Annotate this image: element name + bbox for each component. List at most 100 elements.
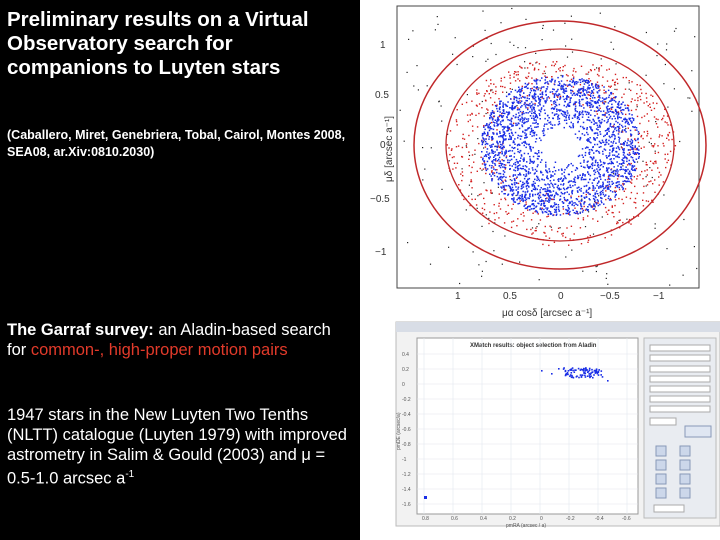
tool-icon[interactable] <box>679 473 691 485</box>
control-button[interactable] <box>684 425 712 438</box>
scatter-point <box>603 86 605 88</box>
scatter-point <box>621 186 623 188</box>
scatter-point <box>515 194 517 197</box>
control-dropdown[interactable] <box>653 504 685 513</box>
scatter-point <box>579 125 582 128</box>
scatter-point <box>583 201 586 203</box>
scatter-point <box>640 134 643 137</box>
scatter-point <box>449 153 451 156</box>
scatter-point <box>573 83 576 86</box>
scatter-point <box>603 92 605 94</box>
control-field[interactable] <box>649 344 711 352</box>
scatter-point <box>536 179 538 181</box>
control-dropdown[interactable] <box>649 417 677 426</box>
scatter-point <box>499 162 502 164</box>
scatter-point <box>399 109 401 111</box>
scatter-point <box>482 212 484 214</box>
scatter-point <box>689 97 691 99</box>
tool-icon[interactable] <box>655 445 667 457</box>
scatter-point <box>589 199 591 201</box>
scatter-point <box>561 169 563 171</box>
scatter-point <box>596 265 598 267</box>
scatter-point <box>618 186 620 189</box>
scatter-point <box>498 107 501 110</box>
scatter-point <box>507 204 509 207</box>
scatter-point <box>586 166 589 168</box>
tool-icon[interactable] <box>655 473 667 485</box>
scatter-point <box>588 204 590 206</box>
scatter-point <box>519 80 521 82</box>
scatter-point <box>602 185 604 188</box>
scatter-point <box>663 83 665 85</box>
scatter-point <box>499 140 501 143</box>
scatter-point <box>581 116 584 118</box>
scatter-point <box>521 113 524 115</box>
scatter-point <box>519 172 521 175</box>
scatter-point <box>488 164 491 167</box>
scatter-point <box>491 146 493 148</box>
scatter-point <box>631 165 633 167</box>
scatter-point <box>606 107 608 110</box>
aladin-isolated-point <box>424 496 427 499</box>
control-dropdown[interactable] <box>649 385 711 393</box>
scatter-point <box>599 125 601 128</box>
scatter-point <box>615 193 617 196</box>
scatter-point <box>486 148 489 150</box>
scatter-point <box>491 117 493 119</box>
scatter-point <box>488 93 490 95</box>
scatter-point <box>626 118 628 121</box>
control-dropdown[interactable] <box>649 365 711 373</box>
scatter-point <box>471 193 473 195</box>
scatter-point <box>519 100 521 102</box>
scatter-point <box>477 195 479 197</box>
scatter-point <box>507 101 509 103</box>
scatter-point <box>620 168 623 170</box>
scatter-point <box>529 105 532 107</box>
scatter-point <box>646 174 648 176</box>
scatter-point <box>562 66 564 68</box>
scatter-point <box>540 204 542 206</box>
aladin-point <box>558 368 560 370</box>
tool-icon[interactable] <box>655 459 667 471</box>
scatter-point <box>526 207 529 209</box>
scatter-point <box>623 142 625 145</box>
scatter-point <box>539 161 542 163</box>
scatter-point <box>486 108 488 110</box>
scatter-point <box>554 106 556 108</box>
scatter-point <box>484 143 487 146</box>
scatter-point <box>512 140 515 142</box>
tool-icon[interactable] <box>679 487 691 499</box>
scatter-point <box>487 109 489 111</box>
aladin-point <box>584 376 587 378</box>
control-field[interactable] <box>649 395 711 403</box>
control-dropdown[interactable] <box>649 405 711 413</box>
scatter-point <box>581 176 583 178</box>
scatter-point <box>655 123 658 125</box>
scatter-point <box>631 167 633 169</box>
scatter-point <box>607 171 609 173</box>
control-field[interactable] <box>649 354 711 362</box>
scatter-point <box>456 124 458 126</box>
scatter-point <box>579 212 581 214</box>
scatter-point <box>581 80 584 82</box>
mu-symbol: μ <box>301 446 311 464</box>
scatter-point <box>471 112 473 115</box>
scatter-point <box>645 200 648 202</box>
scatter-point <box>552 93 554 95</box>
tool-icon[interactable] <box>679 445 691 457</box>
scatter-point <box>536 86 538 88</box>
scatter-point <box>531 203 534 205</box>
tool-icon[interactable] <box>655 487 667 499</box>
y-tick-labels: 1 0.5 0 −0.5 −1 <box>370 40 390 258</box>
scatter-point <box>495 160 497 162</box>
scatter-point <box>620 117 622 119</box>
scatter-point <box>534 122 536 124</box>
scatter-point <box>583 107 585 109</box>
scatter-point <box>510 138 512 140</box>
tool-icon[interactable] <box>679 459 691 471</box>
control-dropdown[interactable] <box>649 375 711 383</box>
scatter-point <box>537 95 539 98</box>
scatter-point <box>596 170 599 172</box>
scatter-point <box>540 171 543 174</box>
scatter-point <box>553 100 556 102</box>
